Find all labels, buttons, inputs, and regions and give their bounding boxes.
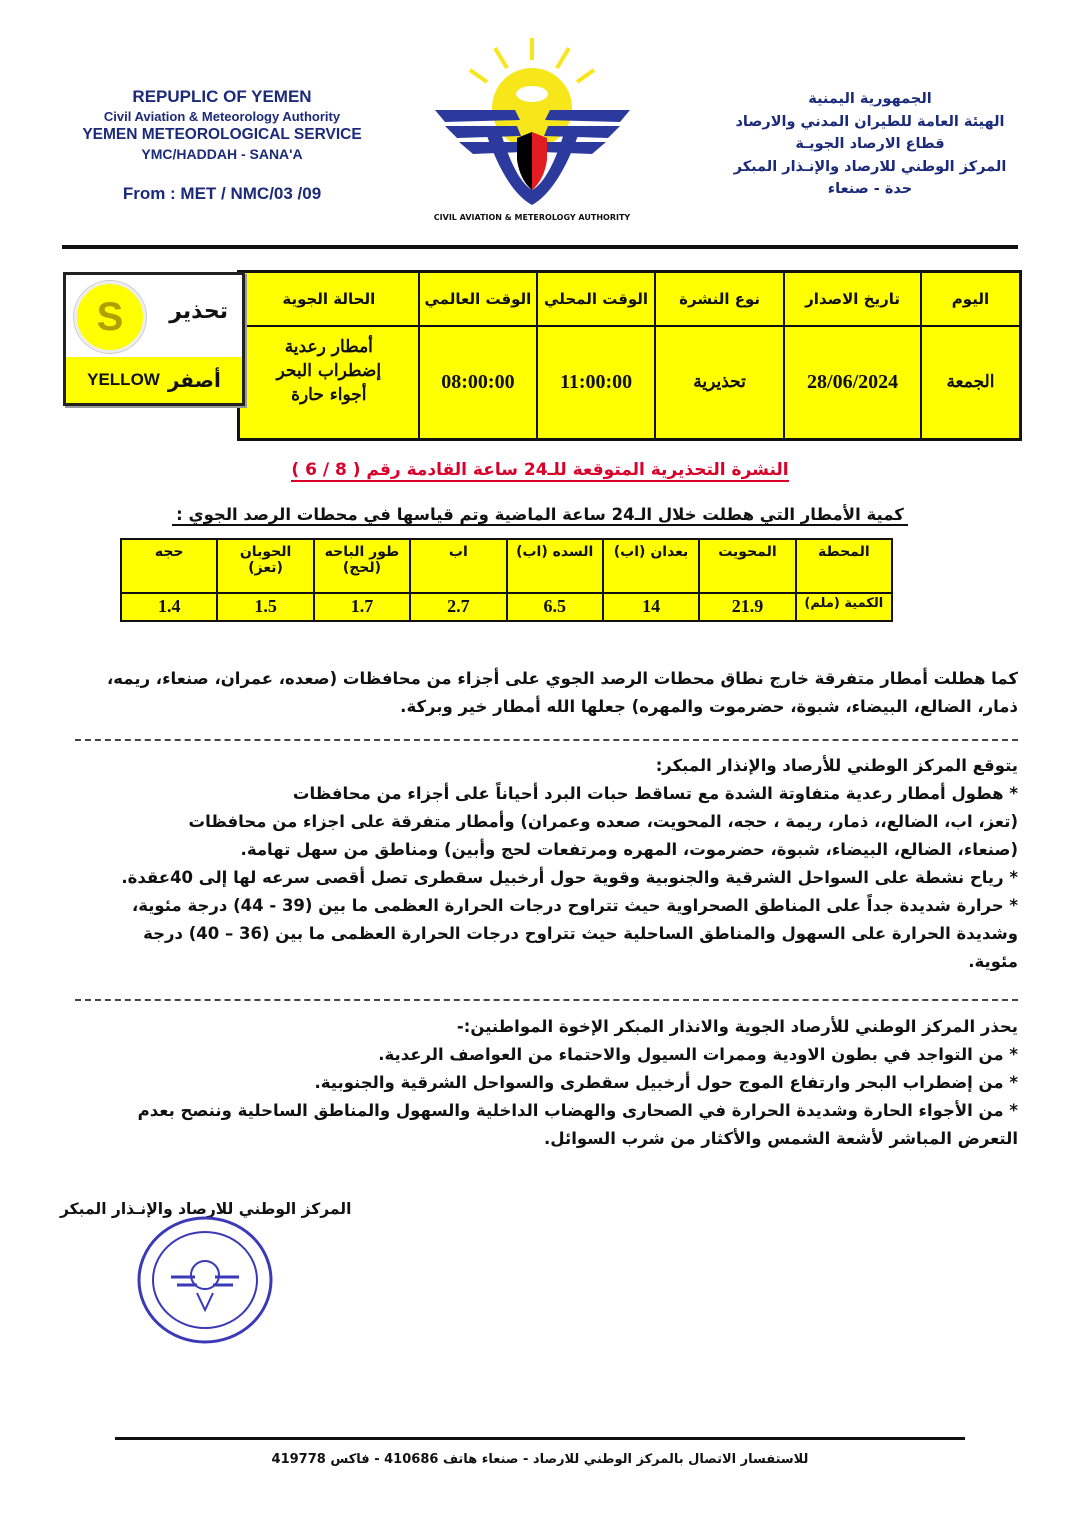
text-line: (صنعاء، الضالع، البيضاء، شبوة، حضرموت، ا… — [240, 840, 1018, 859]
from-reference: From : MET / NMC/03 /09 — [122, 184, 322, 203]
type-value: تحذيرية — [653, 324, 786, 441]
station-name-text: حجه — [154, 544, 184, 560]
header-location-ar: حدة - صنعاء — [827, 181, 913, 197]
footer-divider — [115, 1437, 965, 1440]
rainfall-value: 1.5 — [216, 592, 315, 622]
text-line: (تعز، اب، الضالع،، ذمار، ريمة ، حجه، الم… — [188, 812, 1018, 831]
header-local-time: الوقت المحلي — [536, 270, 656, 327]
rainfall-value: 1.7 — [312, 592, 412, 622]
text-line: * من التواجد في بطون الاودية وممرات السي… — [378, 1045, 1018, 1064]
station-name-text: طور الباحه — [324, 544, 400, 560]
text-line: * حرارة شديدة جداً على المناطق الصحراوية… — [131, 896, 1018, 915]
header-sector-ar: قطاع الارصاد الجويـة — [795, 136, 945, 152]
header-utc-time: الوقت العالمي — [417, 270, 539, 327]
rainfall-value: 1.4 — [119, 592, 219, 622]
text-line: ذمار، الضالع، البيضاء، شبوة، حضرموت والم… — [400, 697, 1018, 716]
station-name-text: المحويت — [718, 544, 777, 560]
local-time-value: 11:00:00 — [536, 324, 656, 441]
bulletin-table: اليوم تاريخ الاصدار نوع النشرة الوقت الم… — [237, 270, 1022, 441]
station-name-text: السده (اب) — [516, 544, 594, 560]
svg-text:CIVIL AVIATION & METEROLOGY AU: CIVIL AVIATION & METEROLOGY AUTHORITY — [434, 213, 631, 222]
forecast-paragraph: يتوقع المركز الوطني للأرصاد والإنذار الم… — [58, 752, 1018, 976]
header-service: YEMEN METEOROLOGICAL SERVICE — [82, 126, 362, 143]
header-divider — [62, 245, 1018, 249]
station-name: السده (اب) — [505, 538, 604, 594]
text-line: التعرض المباشر لأشعة الشمس والأكثار من ش… — [544, 1129, 1018, 1148]
text-line: يتوقع المركز الوطني للأرصاد والإنذار الم… — [655, 756, 1018, 775]
dashed-divider — [75, 999, 1018, 1001]
station-name-text: بعدان (اب) — [613, 544, 689, 560]
header-country: REPUPLIC OF YEMEN — [132, 87, 312, 106]
warning-label: تحذير — [169, 299, 228, 324]
station-name: بعدان (اب) — [601, 538, 701, 594]
text-line: * من إضطراب البحر وارتفاع الموج حول أرخب… — [314, 1073, 1018, 1092]
rain-outside-paragraph: كما هطلت أمطار متفرقة خارج نطاق محطات ال… — [58, 665, 1018, 721]
utc-time-value: 08:00:00 — [417, 324, 539, 441]
weather-value: أمطار رعدية إضطراب البحر أجواء حارة — [237, 324, 420, 441]
header-bulletin-type: نوع النشرة — [653, 270, 786, 327]
text-line: يحذر المركز الوطني للأرصاد الجوية والانذ… — [456, 1017, 1018, 1036]
station-name: حجه — [119, 538, 219, 594]
signature: المركز الوطني للارصاد والإنـذار المبكر — [60, 1200, 352, 1218]
header-weather: الحالة الجوية — [237, 270, 420, 327]
station-name-text: اب — [448, 544, 468, 560]
english-header: REPUPLIC OF YEMEN Civil Aviation & Meteo… — [62, 86, 382, 204]
header-country-ar: الجمهورية اليمنية — [808, 91, 932, 107]
condition: أجواء حارة — [291, 384, 367, 405]
header-authority: Civil Aviation & Meteorology Authority — [103, 109, 341, 124]
station-name-text: الحوبان — [239, 544, 292, 560]
date-value: 28/06/2024 — [783, 324, 922, 441]
header-location: YMC/HADDAH - SANA'A — [141, 146, 303, 162]
header-center-ar: المركز الوطني للارصاد والإنـذار المبكر — [733, 158, 1007, 175]
amount-label: الكمية (ملم) — [794, 592, 894, 622]
arabic-header: الجمهورية اليمنية الهيئة العامة للطيران … — [720, 88, 1020, 201]
warning-level-box: S تحذير YELLOW أصفر — [63, 272, 245, 406]
header-authority-ar: الهيئة العامة للطيران المدني والارصاد — [735, 113, 1005, 130]
station-name: اب — [409, 538, 508, 594]
text-line: مئوية. — [968, 952, 1018, 971]
footer-contact: للاستفسار الاتصال بالمركز الوطني للارصاد… — [271, 1452, 809, 1467]
rainfall-value: 21.9 — [698, 592, 797, 622]
text-line: * من الأجواء الحارة وشديدة الحرارة في ال… — [137, 1101, 1018, 1120]
station-name: الحوبان (تعز) — [216, 538, 315, 594]
rainfall-value: 2.7 — [409, 592, 508, 622]
text-line: * رياح نشطة على السواحل الشرقية والجنوبي… — [121, 868, 1018, 887]
header-issue-date: تاريخ الاصدار — [783, 270, 922, 327]
text-line: كما هطلت أمطار متفرقة خارج نطاق محطات ال… — [107, 669, 1018, 688]
station-name: طور الباحه (لحج) — [312, 538, 412, 594]
dashed-divider — [75, 739, 1018, 741]
condition: إضطراب البحر — [276, 360, 382, 381]
bulletin-title-text: النشرة التحذيرية المتوقعة للـ24 ساعة الق… — [291, 460, 789, 482]
warning-s-icon: S — [74, 281, 146, 353]
bulletin-title: النشرة التحذيرية المتوقعة للـ24 ساعة الق… — [0, 460, 1080, 482]
warning-level-en: YELLOW — [87, 370, 160, 389]
header-day: اليوم — [919, 270, 1022, 327]
station-governorate: (تعز) — [248, 560, 283, 576]
rainfall-table: المحطة المحويت بعدان (اب) السده (اب) اب طور ا… — [119, 538, 894, 622]
advisory-paragraph: يحذر المركز الوطني للأرصاد الجوية والانذ… — [58, 1013, 1018, 1153]
text-line: * هطول أمطار رعدية متفاوتة الشدة مع تساق… — [292, 784, 1018, 803]
station-header: المحطة — [794, 538, 894, 594]
station-name: المحويت — [698, 538, 797, 594]
condition: أمطار رعدية — [284, 336, 373, 357]
text-line: وشديدة الحرارة على السهول والمناطق الساح… — [143, 924, 1018, 943]
rain-subtitle: كمية الأمطار التي هطلت خلال الـ24 ساعة ا… — [0, 505, 1080, 526]
day-value: الجمعة — [919, 324, 1022, 441]
warning-level-ar: أصفر — [167, 368, 221, 392]
rain-subtitle-text: كمية الأمطار التي هطلت خلال الـ24 ساعة ا… — [172, 505, 908, 526]
authority-logo: CIVIL AVIATION & METEROLOGY AUTHORITY — [434, 38, 631, 222]
rainfall-value: 14 — [601, 592, 701, 622]
rainfall-value: 6.5 — [505, 592, 604, 622]
station-governorate: (لحج) — [342, 560, 382, 576]
official-stamp — [137, 1216, 273, 1344]
